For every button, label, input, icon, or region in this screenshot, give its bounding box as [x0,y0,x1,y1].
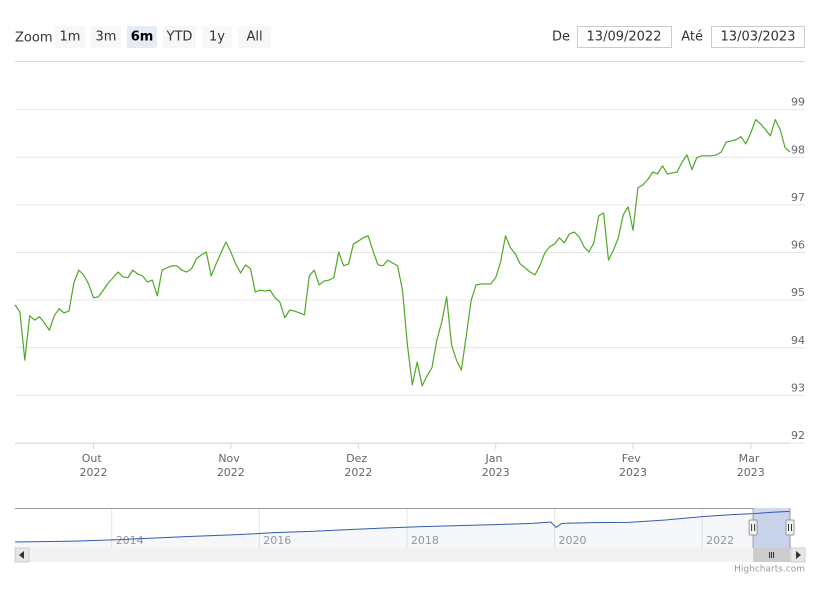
navigator-bg [15,508,790,548]
navigator-tick-label: 2022 [706,534,734,547]
navigator-handle[interactable] [785,519,795,536]
range-button-label[interactable]: All [246,30,262,45]
y-tick-label: 93 [791,381,805,394]
credits[interactable]: Highcharts.com [734,565,805,575]
scrollbar-right-arrow [796,551,801,559]
range-button-label[interactable]: 3m [96,30,117,45]
y-tick-label: 97 [791,191,805,204]
x-tick-label-line: 2022 [344,466,372,479]
y-tick-label: 96 [791,239,805,252]
x-tick-label-line: 2023 [737,466,765,479]
navigator-tick-label: 2020 [559,534,587,547]
range-button[interactable] [238,26,271,48]
range-button-label[interactable]: YTD [166,30,193,45]
x-tick-label-line: Mar [739,452,763,465]
range-button[interactable] [55,26,85,48]
from-input[interactable] [577,26,672,48]
zoom-label: Zoom [15,31,52,46]
x-tick-label: Dez 2022 [344,452,372,479]
y-tick-label: 94 [791,334,805,347]
navigator-tick-label: 2014 [116,534,144,547]
range-button[interactable] [127,26,157,48]
x-tick-label-line: 2022 [79,466,107,479]
y-tick-label: 99 [791,96,805,109]
y-tick-label: 95 [791,286,805,299]
from-label: De [552,30,570,45]
from-value[interactable]: 13/09/2022 [587,30,662,45]
x-tick-label-line: 2023 [482,466,510,479]
navigator-tick-label: 2016 [263,534,291,547]
x-tick-label: Mar 2023 [737,452,765,479]
navigator-handle[interactable] [748,519,758,536]
price-line [14,119,791,387]
x-tick-label-line: Dez [346,452,371,465]
x-tick-label: Jan 2023 [482,452,510,479]
x-tick-label-line: 2022 [217,466,245,479]
to-label: Até [681,30,703,45]
x-tick-label: Nov 2022 [217,452,245,479]
to-input[interactable] [711,26,805,48]
x-tick-label-line: Out [82,452,105,465]
x-tick-label-line: 2023 [619,466,647,479]
y-tick-label: 92 [791,429,805,442]
x-tick-label: Out 2022 [79,452,107,479]
y-tick-label: 98 [791,143,805,156]
x-tick-label-line: Jan [484,452,505,465]
x-tick-label: Fev 2023 [619,452,647,479]
range-button-label[interactable]: 1y [209,30,225,45]
x-tick-label-line: Fev [622,452,645,465]
navigator-area [15,511,790,548]
navigator-tick-label: 2018 [411,534,439,547]
range-button[interactable] [202,26,232,48]
range-button[interactable] [163,26,196,48]
scrollbar-track [15,548,805,562]
x-tick-label-line: Nov [218,452,243,465]
range-button-label[interactable]: 6m [131,30,154,45]
scrollbar-left-arrow [19,551,24,559]
range-button-label[interactable]: 1m [60,30,81,45]
navigator-line [14,510,791,543]
navigator-selection [753,508,790,548]
range-button[interactable] [91,26,121,48]
to-value[interactable]: 13/03/2023 [721,30,796,45]
